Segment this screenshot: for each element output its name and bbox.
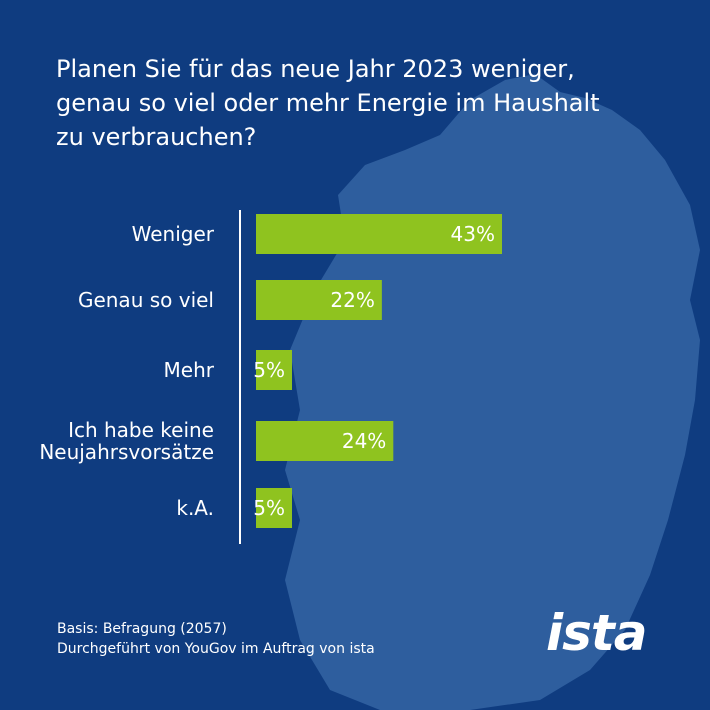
title-line-1: Planen Sie für das neue Jahr 2023 wenige… — [56, 55, 575, 83]
title-line-3: zu verbrauchen? — [56, 123, 257, 151]
footer-source: Basis: Befragung (2057) Durchgeführt von… — [57, 619, 375, 659]
category-label-1: Genau so viel — [78, 288, 214, 312]
bar-value-label-1: 22% — [330, 288, 374, 312]
chart-title: Planen Sie für das neue Jahr 2023 wenige… — [56, 52, 676, 154]
category-label-4: k.A. — [176, 496, 214, 520]
category-label-3-1: Neujahrsvorsätze — [39, 440, 214, 464]
footer-credit: Durchgeführt von YouGov im Auftrag von i… — [57, 641, 375, 657]
bar-4 — [256, 488, 292, 528]
bar-value-label-2: 5% — [253, 358, 285, 382]
bar-2 — [256, 350, 292, 390]
bar-3 — [256, 421, 394, 461]
category-label-0: Weniger — [132, 222, 215, 246]
category-label-3-0: Ich habe keine — [68, 418, 214, 442]
bar-0 — [256, 214, 502, 254]
bar-value-label-0: 43% — [451, 222, 495, 246]
bar-1 — [256, 280, 382, 320]
category-label-2: Mehr — [164, 358, 215, 382]
bar-value-label-4: 5% — [253, 496, 285, 520]
bar-value-label-3: 24% — [342, 429, 386, 453]
title-line-2: genau so viel oder mehr Energie im Haush… — [56, 89, 600, 117]
ista-logo: ista — [546, 604, 648, 662]
footer-basis: Basis: Befragung (2057) — [57, 621, 227, 637]
